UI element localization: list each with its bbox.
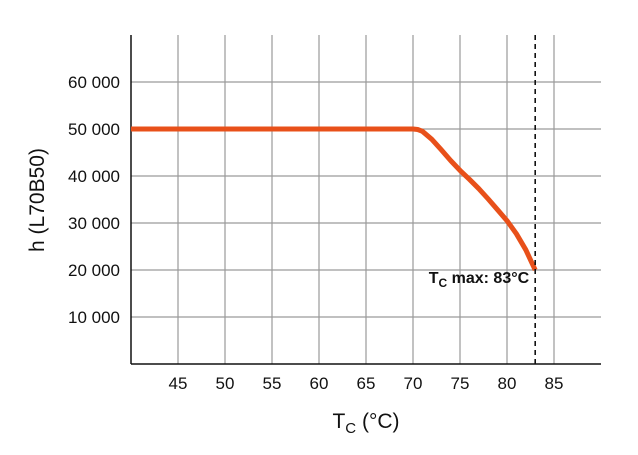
- y-axis-label: h (L70B50): [26, 148, 49, 252]
- derating-curve: [131, 126, 538, 272]
- x-tick-label: 80: [498, 374, 517, 393]
- tc-max-label: TC max: 83°C: [429, 270, 530, 290]
- x-tick-label: 60: [310, 374, 329, 393]
- x-tick-label: 55: [263, 374, 282, 393]
- y-tick-label: 50 000: [68, 120, 120, 139]
- x-tick-label: 65: [357, 374, 376, 393]
- x-axis-label: TC (°C): [332, 410, 399, 437]
- x-tick-label: 75: [451, 374, 470, 393]
- y-tick-label: 30 000: [68, 214, 120, 233]
- x-tick-label: 70: [404, 374, 423, 393]
- x-tick-label: 45: [169, 374, 188, 393]
- y-tick-label: 40 000: [68, 167, 120, 186]
- y-tick-label: 60 000: [68, 73, 120, 92]
- x-tick-label: 50: [216, 374, 235, 393]
- y-tick-label: 10 000: [68, 308, 120, 327]
- y-tick-label: 20 000: [68, 261, 120, 280]
- x-tick-label: 85: [545, 374, 564, 393]
